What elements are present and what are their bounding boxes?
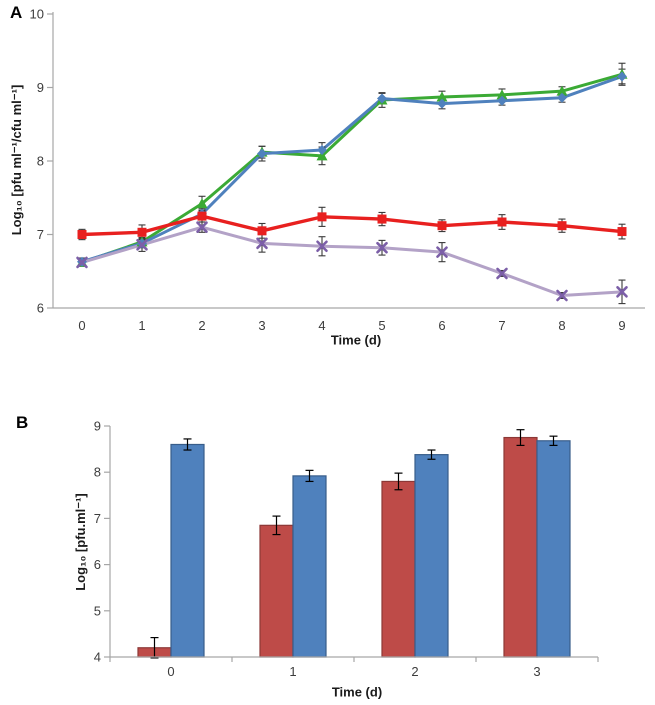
svg-text:7: 7: [37, 227, 44, 242]
svg-text:8: 8: [558, 318, 565, 333]
svg-text:2: 2: [411, 664, 418, 679]
svg-text:4: 4: [318, 318, 325, 333]
svg-text:8: 8: [37, 154, 44, 169]
svg-text:4: 4: [94, 650, 101, 665]
svg-text:9: 9: [618, 318, 625, 333]
panel-b-x-axis-label: Time (d): [331, 684, 383, 700]
svg-text:7: 7: [498, 318, 505, 333]
svg-text:2: 2: [198, 318, 205, 333]
svg-text:0: 0: [167, 664, 174, 679]
svg-text:9: 9: [37, 80, 44, 95]
panel-b-letter: B: [16, 413, 29, 432]
svg-text:10: 10: [30, 7, 44, 22]
svg-text:3: 3: [258, 318, 265, 333]
svg-text:5: 5: [378, 318, 385, 333]
panel-a-letter: A: [10, 3, 23, 22]
panel-a-x-axis-label: Time (d): [330, 332, 382, 348]
svg-text:0: 0: [78, 318, 85, 333]
svg-text:3: 3: [533, 664, 540, 679]
svg-text:5: 5: [94, 603, 101, 618]
panel-b-bar-chart: 4 5 6 7 8 9 0 1 2 3: [94, 419, 599, 679]
svg-text:6: 6: [94, 557, 101, 572]
svg-text:7: 7: [94, 511, 101, 526]
svg-text:6: 6: [37, 301, 44, 316]
panel-a-line-chart: 6 7 8 9 10 0 1 2 3 4 5 6 7 8 9: [30, 7, 645, 333]
svg-text:9: 9: [94, 419, 101, 434]
svg-text:1: 1: [138, 318, 145, 333]
svg-text:1: 1: [289, 664, 296, 679]
svg-text:8: 8: [94, 465, 101, 480]
svg-text:6: 6: [438, 318, 445, 333]
